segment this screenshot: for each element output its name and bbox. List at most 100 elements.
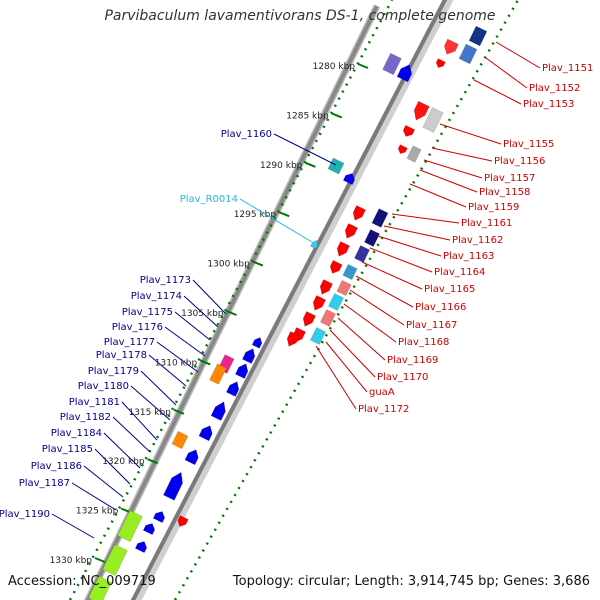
reverse-gene-block <box>407 146 421 163</box>
gene-label: Plav_1163 <box>443 251 494 262</box>
reverse-gene-block <box>354 246 369 263</box>
reverse-gene-arrow <box>398 145 407 154</box>
reverse-gene-block <box>469 26 487 46</box>
forward-gene-block <box>328 158 344 174</box>
leader-line <box>410 184 466 207</box>
gene-label: Plav_1170 <box>377 372 428 383</box>
gene-label: Plav_R0014 <box>180 194 238 205</box>
leader-line <box>440 124 501 144</box>
gene-label: Plav_1169 <box>387 355 438 366</box>
reverse-gene-block <box>320 310 335 327</box>
gene-label: Plav_1184 <box>51 428 102 439</box>
tick-mark <box>279 212 289 216</box>
reverse-gene-arrow <box>337 242 349 257</box>
leader-line <box>496 42 540 68</box>
genome-map: 1280 kbp1285 kbp1290 kbp1295 kbp1300 kbp… <box>0 0 600 600</box>
gene-label: Plav_1175 <box>122 307 173 318</box>
gene-label: Plav_1166 <box>415 302 466 313</box>
tick-label: 1305 kbp <box>181 309 224 319</box>
gene-label: guaA <box>369 387 395 398</box>
gene-label: Plav_1168 <box>398 337 449 348</box>
gene-label: Plav_1180 <box>78 381 129 392</box>
gene-label: Plav_1151 <box>542 63 593 74</box>
forward-gene-arrow <box>226 382 238 397</box>
forward-gene-arrow <box>199 426 212 441</box>
tick-mark <box>332 113 342 117</box>
tick-mark <box>305 163 315 167</box>
gene-label: Plav_1190 <box>0 509 50 520</box>
forward-gene-arrow <box>143 524 154 535</box>
gene-label: Plav_1178 <box>96 350 147 361</box>
gene-label: Plav_1160 <box>221 129 272 140</box>
forward-gene-arrow <box>252 338 262 349</box>
leader-line <box>326 342 367 392</box>
leader-line <box>384 226 450 240</box>
reverse-gene-arrow <box>313 296 325 311</box>
gene-label: Plav_1187 <box>19 478 70 489</box>
forward-gene-block <box>210 364 227 385</box>
leader-line <box>378 236 441 256</box>
leader-line <box>392 214 459 223</box>
gene-label: Plav_1161 <box>461 218 512 229</box>
reverse-gene-arrow <box>345 224 357 239</box>
reverse-gene-arrow <box>436 59 445 68</box>
gene-label: Plav_1153 <box>523 99 574 110</box>
gene-label: Plav_1182 <box>60 412 111 423</box>
gene-label: Plav_1167 <box>406 320 457 331</box>
leader-line <box>52 514 94 538</box>
forward-gene-arrow <box>343 174 354 185</box>
forward-gene-arrow <box>211 402 225 421</box>
gene-label: Plav_1186 <box>31 461 82 472</box>
tick-line-right <box>175 0 518 600</box>
leader-line <box>240 199 312 242</box>
reverse-gene-arrow <box>330 260 342 273</box>
accession-text: Accession: NC_009719 <box>8 574 156 589</box>
gene-label: Plav_1173 <box>140 275 191 286</box>
forward-gene-block <box>172 431 188 448</box>
gene-label: Plav_1185 <box>42 444 93 455</box>
reverse-gene-arrow <box>303 312 315 327</box>
leader-line <box>330 330 375 377</box>
leader-line <box>338 318 385 360</box>
leader-line <box>370 248 432 272</box>
forward-gene-arrow <box>185 450 198 465</box>
tick-label: 1280 kbp <box>313 62 356 72</box>
forward-gene-arrow <box>163 472 182 500</box>
gene-label: Plav_1165 <box>424 284 475 295</box>
leader-line <box>316 346 356 409</box>
gene-label: Plav_1177 <box>104 337 155 348</box>
leader-line <box>344 304 396 342</box>
forward-gene-block <box>383 53 402 74</box>
leader-line <box>362 262 422 289</box>
gene-label: Plav_1158 <box>479 187 530 198</box>
leader-line <box>486 58 527 88</box>
gene-label: Plav_1159 <box>468 202 519 213</box>
reverse-gene-block <box>372 209 388 228</box>
gene-label: Plav_1176 <box>112 322 163 333</box>
tick-label: 1300 kbp <box>207 260 250 270</box>
reverse-gene-arrow <box>353 206 365 221</box>
gene-label: Plav_1164 <box>434 267 485 278</box>
forward-gene-arrow <box>153 512 164 523</box>
tick-label: 1330 kbp <box>50 556 93 566</box>
tick-mark <box>358 64 368 68</box>
tick-label: 1295 kbp <box>234 210 277 220</box>
reverse-gene-arrow <box>320 280 332 295</box>
gene-label: Plav_1181 <box>69 397 120 408</box>
reverse-gene-block <box>459 44 477 64</box>
gene-label: Plav_1156 <box>494 156 545 167</box>
gene-label: Plav_1152 <box>529 83 580 94</box>
map-title: Parvibaculum lavamentivorans DS-1, compl… <box>0 8 600 24</box>
reverse-gene-block <box>343 264 357 279</box>
gene-label: Plav_1174 <box>131 291 182 302</box>
reverse-gene-arrow <box>414 101 429 120</box>
reverse-gene-arrow <box>444 39 458 54</box>
tick-label: 1285 kbp <box>286 111 329 121</box>
leader-line <box>432 148 492 161</box>
leader-line <box>474 80 521 104</box>
gene-label: Plav_1172 <box>358 404 409 415</box>
gene-label: Plav_1157 <box>484 173 535 184</box>
gene-label: Plav_1155 <box>503 139 554 150</box>
forward-gene-arrow <box>242 349 254 364</box>
forward-gene-arrow <box>235 364 247 379</box>
